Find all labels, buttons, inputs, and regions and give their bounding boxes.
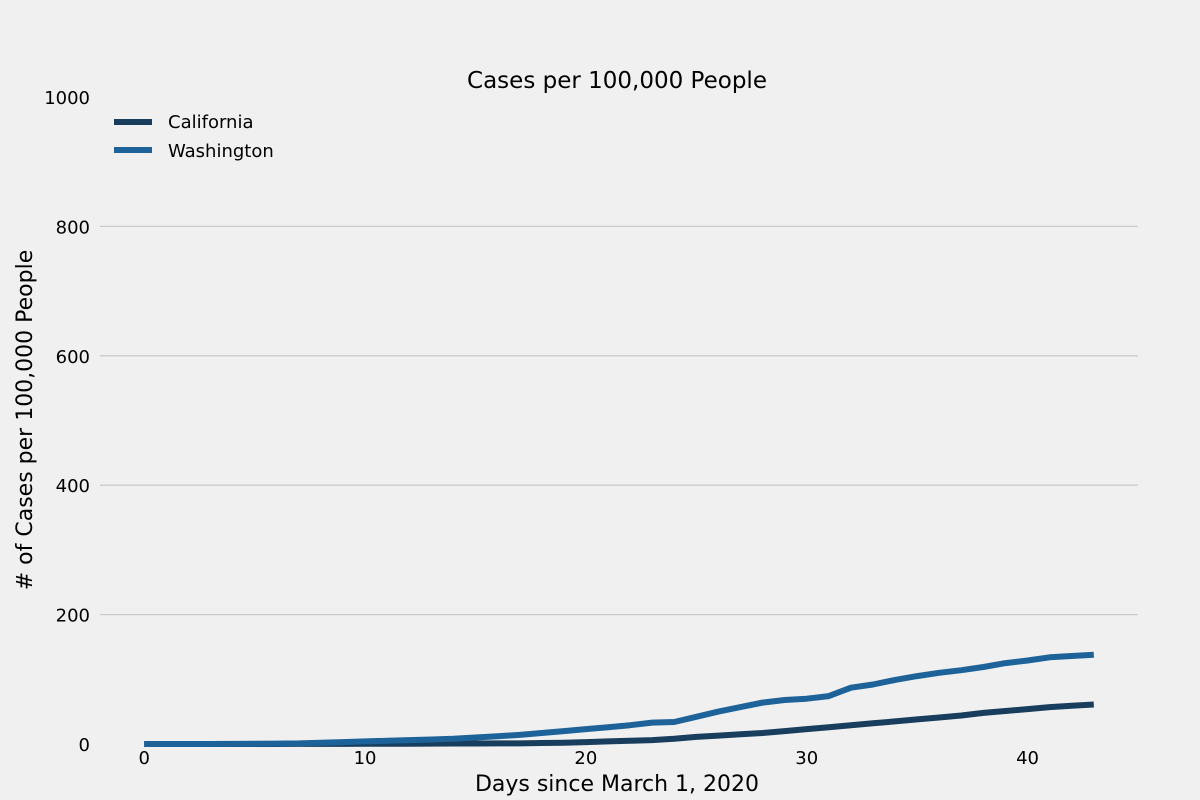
y-axis-label: # of Cases per 100,000 People — [13, 250, 38, 591]
y-tick-label: 200 — [56, 606, 90, 627]
y-tick-label: 0 — [79, 735, 90, 756]
y-tick-label: 800 — [56, 217, 90, 238]
x-axis-label: Days since March 1, 2020 — [475, 772, 759, 797]
x-tick-label: 40 — [1016, 748, 1039, 769]
gridlines — [100, 225, 1138, 616]
series-line-washington — [144, 651, 1094, 747]
legend-label-washington: Washington — [168, 141, 274, 162]
y-tick-label: 1000 — [44, 88, 90, 109]
y-tick-label: 600 — [56, 347, 90, 368]
legend-label-california: California — [168, 112, 253, 133]
series-lines — [144, 651, 1094, 747]
x-tick-label: 30 — [795, 748, 818, 769]
y-tick-label: 400 — [56, 476, 90, 497]
y-tick-labels: 0 200 400 600 800 1000 — [44, 88, 90, 756]
x-tick-label: 20 — [574, 748, 597, 769]
x-tick-label: 0 — [138, 748, 149, 769]
x-tick-labels: 0 10 20 30 40 — [138, 748, 1039, 769]
x-tick-label: 10 — [354, 748, 377, 769]
chart-title: Cases per 100,000 People — [467, 68, 767, 94]
legend: California Washington — [114, 112, 274, 162]
